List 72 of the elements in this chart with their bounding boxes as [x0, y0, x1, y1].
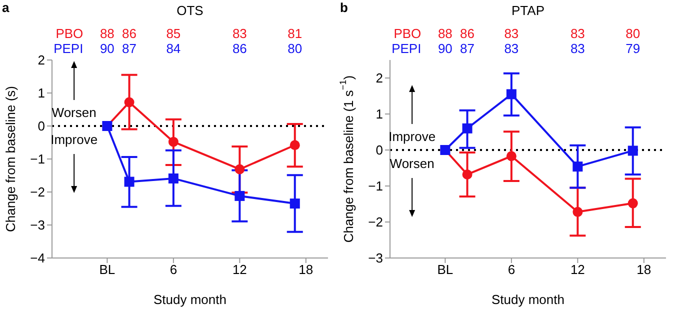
text: 81 [288, 26, 302, 41]
y-tick-label: 1 [38, 86, 45, 101]
text: 90 [100, 41, 114, 56]
text: 83 [504, 26, 519, 41]
point [124, 97, 134, 108]
annotation: Improve [388, 129, 436, 144]
point [462, 169, 472, 180]
point [124, 176, 134, 187]
text: 86 [460, 26, 475, 41]
y-tick-label: −2 [368, 214, 383, 230]
text: 79 [626, 41, 640, 56]
y-axis-title: Change from baseline (s) [2, 86, 18, 232]
text: a [2, 0, 10, 15]
point [290, 140, 300, 150]
x-tick-label: 6 [508, 262, 516, 278]
point [628, 198, 638, 208]
chart-title: PTAP [512, 3, 544, 18]
point [234, 164, 245, 174]
point [462, 123, 472, 134]
text: 83 [504, 41, 519, 56]
point [168, 136, 178, 147]
x-axis-title: Study month [492, 292, 564, 307]
x-tick-label: 18 [298, 262, 314, 278]
y-tick-label: 1 [376, 106, 383, 122]
text: 88 [438, 26, 452, 41]
x-tick-label: BL [437, 262, 454, 278]
text: PBO [394, 26, 422, 41]
text: 86 [232, 41, 247, 56]
text: 83 [232, 26, 247, 41]
point [628, 146, 638, 156]
text: 80 [626, 26, 640, 41]
y-tick-label: −1 [368, 178, 383, 194]
point [290, 198, 300, 209]
x-tick-label: 6 [170, 262, 178, 278]
text: 87 [460, 41, 475, 56]
y-tick-label: 0 [376, 142, 383, 158]
x-tick-label: 18 [636, 262, 652, 278]
point [506, 151, 516, 162]
text: 83 [570, 26, 585, 41]
text: PEPI [392, 41, 422, 56]
y-tick-label: −3 [368, 250, 383, 266]
text: 90 [438, 41, 452, 56]
text: 86 [122, 26, 137, 41]
text: PBO [56, 26, 84, 41]
annotation: Worsen [52, 105, 96, 120]
y-tick-label: −2 [30, 184, 45, 200]
text: 85 [166, 26, 181, 41]
text: 88 [100, 26, 114, 41]
annotation: Worsen [390, 156, 434, 171]
annotation: Improve [50, 132, 98, 147]
point [572, 206, 583, 217]
point [572, 162, 583, 172]
y-tick-label: −1 [30, 152, 45, 167]
x-tick-label: 12 [570, 262, 585, 278]
y-tick-label: 2 [38, 52, 45, 68]
point [234, 190, 245, 201]
text: 84 [166, 41, 181, 56]
point [168, 173, 178, 184]
text: b [340, 0, 348, 15]
y-tick-label: 0 [38, 118, 45, 134]
text: 80 [288, 41, 302, 56]
point [506, 89, 516, 100]
y-tick-label: −3 [30, 218, 45, 233]
x-tick-label: 12 [232, 262, 247, 278]
x-tick-label: BL [99, 262, 116, 278]
x-axis-title: Study month [154, 292, 226, 307]
text: 87 [122, 41, 137, 56]
chart-title: OTS [176, 3, 204, 18]
y-tick-label: 2 [376, 70, 383, 86]
text: PEPI [54, 41, 84, 56]
y-tick-label: −4 [30, 250, 45, 266]
text: 83 [570, 41, 585, 56]
